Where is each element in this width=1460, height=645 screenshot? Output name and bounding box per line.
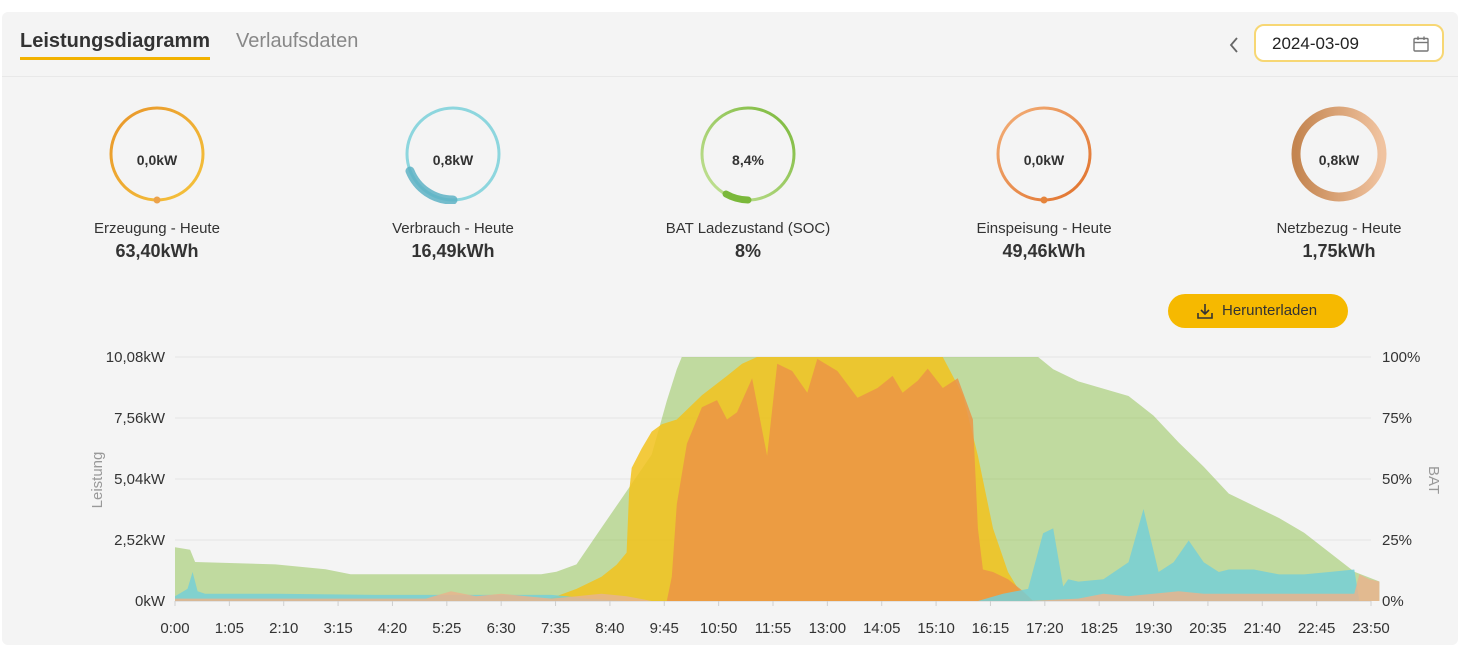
chart-areas (175, 357, 1380, 601)
gauge-label: Verbrauch - Heute (392, 220, 514, 237)
chevron-left-icon (1229, 37, 1238, 53)
gauge-ring-netzbezug (1291, 106, 1387, 202)
chart-ticks: 0kW 2,52kW 5,04kW 7,56kW 10,08kW 0% 25% 50% 75% 1… (106, 349, 1421, 637)
x-tick-label: 4:20 (378, 620, 407, 637)
gauge-value: 0,8kW (432, 152, 474, 168)
x-tick-label: 23:50 (1352, 620, 1390, 637)
gauge-ring-erzeugung (109, 106, 205, 204)
x-tick-label: 0:00 (160, 620, 189, 637)
gauge-value: 0,0kW (1023, 152, 1065, 168)
gauge-value: 0,0kW (136, 152, 178, 168)
gauge-erzeugung: 0,0kW Erzeugung - Heute 63,40kWh (57, 104, 257, 262)
x-tick-label: 2:10 (269, 620, 298, 637)
gauge-einspeisung: 0,0kW Einspeisung - Heute 49,46kWh (944, 104, 1144, 262)
gauge-ring-einspeisung (996, 106, 1092, 204)
x-tick-label: 10:50 (700, 620, 738, 637)
x-tick-label: 5:25 (432, 620, 461, 637)
y-tick-label: 2,52kW (114, 532, 166, 549)
gauge-label: Netzbezug - Heute (1276, 220, 1402, 237)
download-label: Herunterladen (1222, 302, 1318, 319)
x-tick-label: 18:25 (1080, 620, 1118, 637)
y2-tick-label: 50% (1382, 471, 1412, 488)
x-tick-label: 20:35 (1189, 620, 1227, 637)
download-icon (1197, 304, 1213, 319)
x-tick-label: 16:15 (972, 620, 1010, 637)
x-tick-label: 22:45 (1298, 620, 1336, 637)
y-axis-label: Leistung (89, 452, 106, 509)
x-tick-label: 8:40 (595, 620, 624, 637)
y2-tick-label: 25% (1382, 532, 1412, 549)
x-tick-label: 7:35 (541, 620, 570, 637)
gauge-soc: 8,4% BAT Ladezustand (SOC) 8% (648, 104, 848, 262)
tab-verlaufsdaten[interactable]: Verlaufsdaten (236, 30, 359, 52)
y-tick-label: 0kW (135, 593, 166, 610)
series-area-3 (175, 509, 1380, 601)
calendar-icon[interactable] (1412, 35, 1430, 53)
gauge-total: 1,75kWh (1302, 241, 1376, 261)
x-tick-label: 6:30 (487, 620, 516, 637)
x-tick-label: 9:45 (650, 620, 679, 637)
date-picker[interactable] (1254, 24, 1444, 62)
gauge-total: 8% (734, 241, 761, 261)
x-tick-label: 17:20 (1026, 620, 1064, 637)
date-input[interactable] (1270, 33, 1404, 55)
gauge-total: 16,49kWh (411, 241, 495, 261)
y2-tick-label: 100% (1382, 349, 1420, 366)
gauge-ring-soc (700, 106, 796, 204)
tab-leistungsdiagramm[interactable]: Leistungsdiagramm (20, 30, 211, 60)
series-area-4 (175, 574, 1380, 601)
y-tick-label: 10,08kW (106, 349, 166, 366)
download-button[interactable]: Herunterladen (1168, 294, 1348, 328)
gauge-label: Erzeugung - Heute (94, 220, 220, 237)
gauge-value: 0,8kW (1318, 152, 1360, 168)
y2-tick-label: 75% (1382, 410, 1412, 427)
x-tick-label: 13:00 (809, 620, 847, 637)
x-tick-label: 15:10 (917, 620, 955, 637)
x-tick-label: 19:30 (1135, 620, 1173, 637)
gauge-verbrauch: 0,8kW Verbrauch - Heute 16,49kWh (353, 104, 553, 262)
y-tick-label: 5,04kW (114, 471, 166, 488)
gauge-label: Einspeisung - Heute (976, 220, 1112, 237)
x-tick-label: 14:05 (863, 620, 901, 637)
y2-axis-label: BAT (1425, 466, 1442, 494)
gauge-label: BAT Ladezustand (SOC) (665, 220, 831, 237)
gauge-netzbezug: 0,8kW Netzbezug - Heute 1,75kWh (1239, 104, 1439, 262)
x-tick-label: 1:05 (215, 620, 244, 637)
x-tick-label: 3:15 (323, 620, 352, 637)
x-tick-label: 21:40 (1243, 620, 1281, 637)
gauge-ring-verbrauch (405, 106, 501, 204)
x-tick-label: 11:55 (755, 620, 791, 637)
y-tick-label: 7,56kW (114, 410, 166, 427)
gauge-total: 49,46kWh (1002, 241, 1086, 261)
y2-tick-label: 0% (1382, 593, 1404, 610)
gauge-total: 63,40kWh (115, 241, 199, 261)
header: Leistungsdiagramm Verlaufsdaten (2, 12, 1458, 77)
gauge-value: 8,4% (732, 152, 764, 168)
series-area-2 (175, 358, 1034, 601)
previous-day-button[interactable] (1224, 36, 1244, 56)
